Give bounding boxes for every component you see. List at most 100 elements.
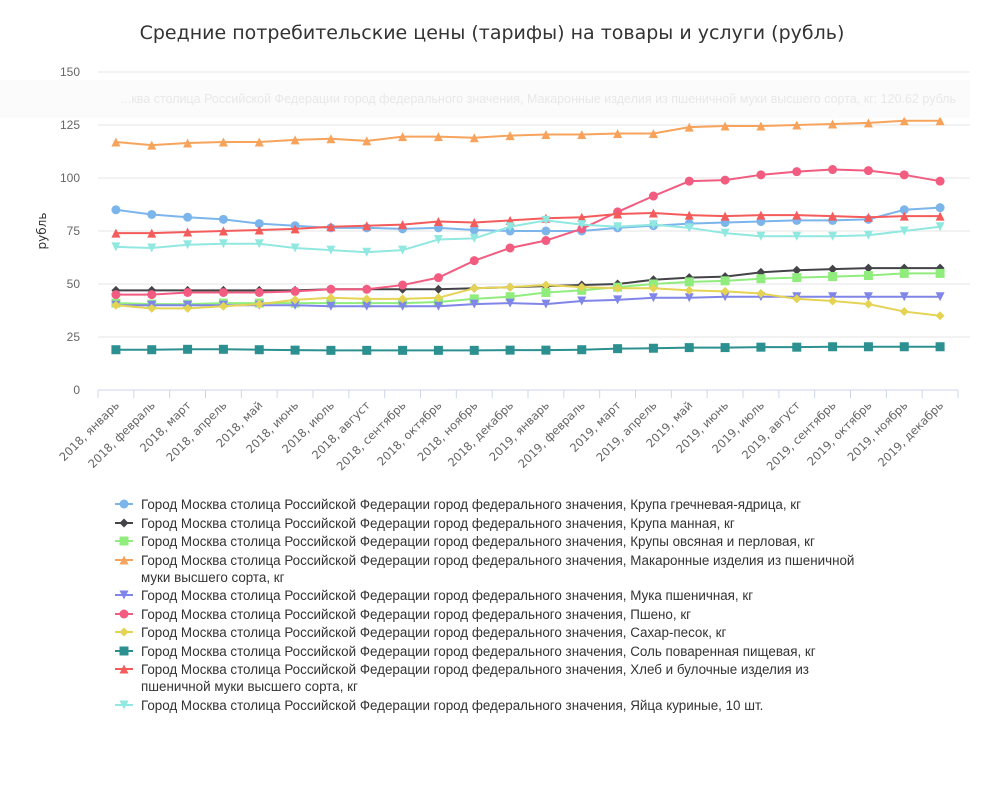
legend-item[interactable]: Город Москва столица Российской Федераци… [115,496,875,513]
data-point [863,299,873,309]
data-point [111,137,121,147]
legend-item[interactable]: Город Москва столица Российской Федераци… [115,587,875,604]
data-point [218,239,228,249]
data-point [613,283,623,293]
data-point [362,284,372,294]
data-point [398,301,408,311]
data-point [613,222,623,232]
data-point [899,342,909,352]
data-point [505,292,515,302]
legend-item[interactable]: Город Москва столица Российской Федераци… [115,643,875,660]
legend-marker [119,700,129,709]
legend-item[interactable]: Город Москва столица Российской Федераци… [115,533,875,550]
data-point [469,283,479,293]
x-tick-label: 2019, декабрь [875,398,946,469]
data-point [828,264,838,274]
series-line [115,119,941,147]
legend-label: Город Москва столица Российской Федераци… [141,534,815,549]
data-point [469,299,479,309]
data-point [433,345,443,355]
data-point [684,285,694,295]
legend-symbol-icon [115,555,133,564]
data-point [254,137,264,147]
series-line [115,284,941,317]
y-tick-label: 50 [67,277,81,291]
y-axis-title: рубль [35,213,49,250]
data-point [398,345,408,355]
data-point [183,212,193,222]
data-point [183,227,193,237]
data-point [433,284,443,294]
data-point [290,243,300,253]
data-point [935,211,945,221]
data-point [828,231,838,241]
legend-symbol-icon [115,664,133,674]
data-point [720,228,730,238]
data-point [218,137,228,147]
data-point [613,344,623,354]
data-point [541,236,551,246]
data-point [147,140,157,150]
data-point [254,287,264,297]
legend-item[interactable]: Город Москва столица Российской Федераци… [115,552,875,586]
data-point [505,243,515,253]
data-point [290,135,300,145]
data-point [147,209,157,219]
data-point [577,296,587,306]
data-point [183,240,193,250]
legend-marker [119,664,129,674]
data-point [648,343,658,353]
legend-item[interactable]: Город Москва столица Российской Федераци… [115,697,875,714]
data-point [684,293,694,303]
series-line [115,168,941,296]
legend-symbol-icon [115,700,133,709]
legend-marker [119,499,129,509]
legend-marker [119,590,129,600]
data-point [792,120,802,130]
data-point [863,342,873,352]
data-point [648,220,658,230]
data-point [183,287,193,297]
data-point [398,245,408,255]
data-point [899,268,909,278]
x-tick-label: 2018, январь [56,398,122,464]
data-point [684,210,694,220]
data-point [469,345,479,355]
data-point [577,345,587,355]
data-point [756,342,766,352]
series-line [115,206,941,232]
series-7 [111,280,945,321]
data-point [863,271,873,281]
data-point [935,203,945,213]
legend-label: Город Москва столица Российской Федераци… [141,606,692,622]
data-point [577,212,587,222]
data-point [648,208,658,218]
legend-symbol-icon [115,536,133,546]
data-point [792,273,802,283]
legend-label: Город Москва столица Российской Федераци… [141,662,809,694]
data-point [756,210,766,220]
data-point [935,311,945,321]
legend-item[interactable]: Город Москва столица Российской Федераци… [115,515,875,532]
data-point [756,231,766,241]
data-point [111,228,121,238]
series-10 [111,215,945,257]
data-point [147,345,157,355]
legend-symbol-icon [115,518,133,527]
data-point [792,167,802,177]
y-tick-label: 0 [73,383,80,397]
data-point [863,263,873,273]
legend-item[interactable]: Город Москва столица Российской Федераци… [115,661,875,695]
legend-label: Город Москва столица Российской Федераци… [141,643,816,659]
data-point [828,342,838,352]
data-point [648,293,658,303]
data-point [398,220,408,230]
legend-item[interactable]: Город Москва столица Российской Федераци… [115,624,875,641]
data-point [756,121,766,131]
data-point [756,170,766,180]
legend-item[interactable]: Город Москва столица Российской Федераци… [115,606,875,623]
data-point [828,119,838,129]
y-tick-label: 125 [60,118,80,132]
y-tick-label: 75 [67,224,81,238]
data-point [792,210,802,220]
